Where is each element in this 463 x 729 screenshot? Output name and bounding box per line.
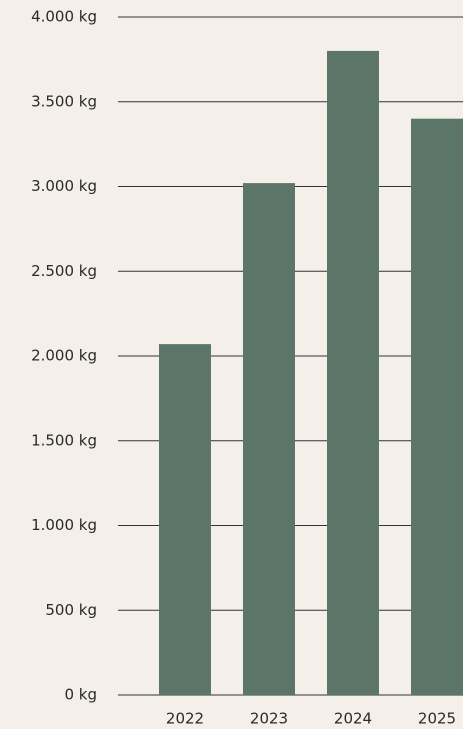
y-tick-label: 4.000 kg [31,8,97,26]
y-tick-label: 500 kg [45,601,97,619]
y-tick-label: 1.000 kg [31,516,97,534]
y-tick-label: 2.500 kg [31,262,97,280]
x-tick-label: 2024 [334,710,372,728]
y-tick-label: 1.500 kg [31,431,97,449]
y-tick-label: 3.500 kg [31,92,97,110]
y-tick-label: 2.000 kg [31,347,97,365]
y-tick-label: 3.000 kg [31,177,97,195]
y-tick-label: 0 kg [64,686,97,704]
x-tick-label: 2023 [250,710,288,728]
bar [327,50,379,695]
bar [159,344,211,695]
bar [411,118,463,695]
x-tick-label: 2022 [166,710,204,728]
x-tick-label: 2025 [418,710,456,728]
bar [243,183,295,696]
